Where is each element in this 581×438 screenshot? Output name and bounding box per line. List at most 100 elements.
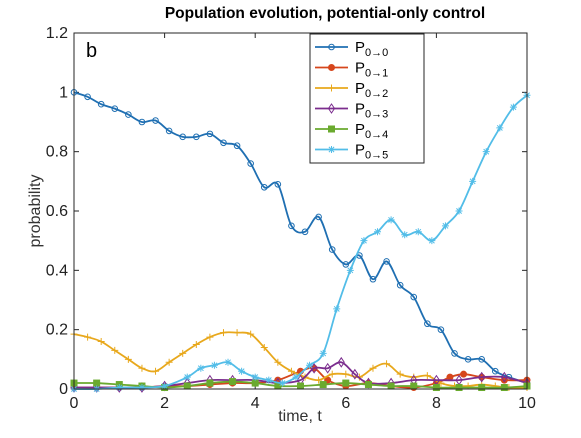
x-tick-label: 0 <box>70 395 79 412</box>
data-point <box>337 356 345 368</box>
legend-label: P0→4 <box>355 121 388 141</box>
data-point <box>319 381 327 389</box>
data-point <box>301 228 309 236</box>
data-point <box>97 100 105 108</box>
x-tick-label: 8 <box>432 395 441 412</box>
data-point <box>469 177 477 185</box>
legend-label-sub: 0→3 <box>365 109 388 121</box>
data-point <box>387 382 395 390</box>
series-0 <box>70 89 531 387</box>
data-point <box>509 103 517 111</box>
data-point <box>219 329 227 337</box>
data-point <box>165 358 173 366</box>
data-point <box>496 124 504 132</box>
legend-label: P0→0 <box>355 39 388 59</box>
data-point <box>206 130 214 138</box>
data-point <box>84 333 92 341</box>
legend-label-main: P <box>355 60 365 77</box>
legend-label: P0→3 <box>355 101 388 121</box>
legend-label: P0→5 <box>355 142 388 162</box>
data-point <box>410 293 418 301</box>
data-point <box>278 379 286 387</box>
legend-entry: P0→4 <box>315 121 388 141</box>
data-point <box>478 371 486 383</box>
legend-label-main: P <box>355 142 365 159</box>
legend-swatch-marker <box>328 125 335 133</box>
legend-label-sub: 0→5 <box>365 150 388 162</box>
data-point <box>478 356 486 363</box>
data-point <box>432 384 440 392</box>
data-point <box>306 361 314 369</box>
data-point <box>97 338 105 346</box>
data-point <box>115 384 123 392</box>
legend-swatch-marker <box>328 146 335 153</box>
legend: P0→0P0→1P0→2P0→3P0→4P0→5 <box>309 33 425 164</box>
legend-entry: P0→0 <box>315 39 388 59</box>
panel-label: b <box>86 40 97 62</box>
data-point <box>111 105 119 112</box>
data-point <box>165 127 173 135</box>
data-point <box>152 367 160 375</box>
data-point <box>265 376 273 384</box>
data-point <box>179 133 187 141</box>
data-point <box>152 117 159 124</box>
data-point <box>274 181 282 188</box>
data-point <box>387 216 395 224</box>
data-point <box>346 266 354 274</box>
legend-entry: P0→1 <box>315 60 388 80</box>
legend-label-sub: 0→0 <box>365 47 388 59</box>
legend-label-sub: 0→1 <box>365 68 388 80</box>
legend-swatch-marker <box>327 103 336 114</box>
data-point <box>274 358 282 366</box>
data-point <box>460 370 468 378</box>
plot-frame <box>73 32 528 390</box>
legend-label-main: P <box>355 121 365 138</box>
data-point <box>351 368 359 380</box>
data-point <box>287 367 295 375</box>
data-point <box>111 346 119 354</box>
y-tick-label: 1.2 <box>46 25 68 42</box>
data-point <box>93 379 101 387</box>
data-point <box>369 364 377 372</box>
data-point <box>401 231 409 239</box>
data-point <box>464 356 472 363</box>
x-tick-label: 2 <box>160 395 169 412</box>
data-point <box>251 379 259 387</box>
x-tick-label: 6 <box>341 395 350 412</box>
data-point <box>220 139 227 147</box>
data-point <box>428 237 436 245</box>
data-point <box>138 384 146 392</box>
legend-label: P0→1 <box>355 60 388 80</box>
data-point <box>206 333 214 341</box>
data-point <box>333 305 341 313</box>
data-point <box>446 373 454 381</box>
data-point <box>288 222 295 230</box>
plot-area <box>74 33 527 389</box>
data-point <box>124 355 132 363</box>
data-point <box>374 228 382 236</box>
data-point <box>396 370 404 378</box>
y-tick-label: 0.4 <box>46 262 68 279</box>
data-point <box>424 320 431 328</box>
data-point <box>441 222 449 230</box>
data-point <box>193 133 200 141</box>
legend-box <box>309 33 425 164</box>
data-point <box>328 370 336 378</box>
legend-label-main: P <box>355 101 365 118</box>
data-point <box>478 384 486 392</box>
data-point <box>238 367 246 375</box>
data-point <box>297 382 304 390</box>
data-point <box>369 275 377 283</box>
data-point <box>125 111 132 118</box>
data-point <box>455 207 463 215</box>
data-point <box>410 382 418 390</box>
data-point <box>224 358 232 366</box>
data-point <box>360 237 368 245</box>
data-point <box>84 93 91 101</box>
data-point <box>414 228 422 236</box>
data-point <box>482 148 490 156</box>
data-point <box>210 361 218 369</box>
legend-label-sub: 0→2 <box>365 88 388 100</box>
data-point <box>292 373 300 381</box>
